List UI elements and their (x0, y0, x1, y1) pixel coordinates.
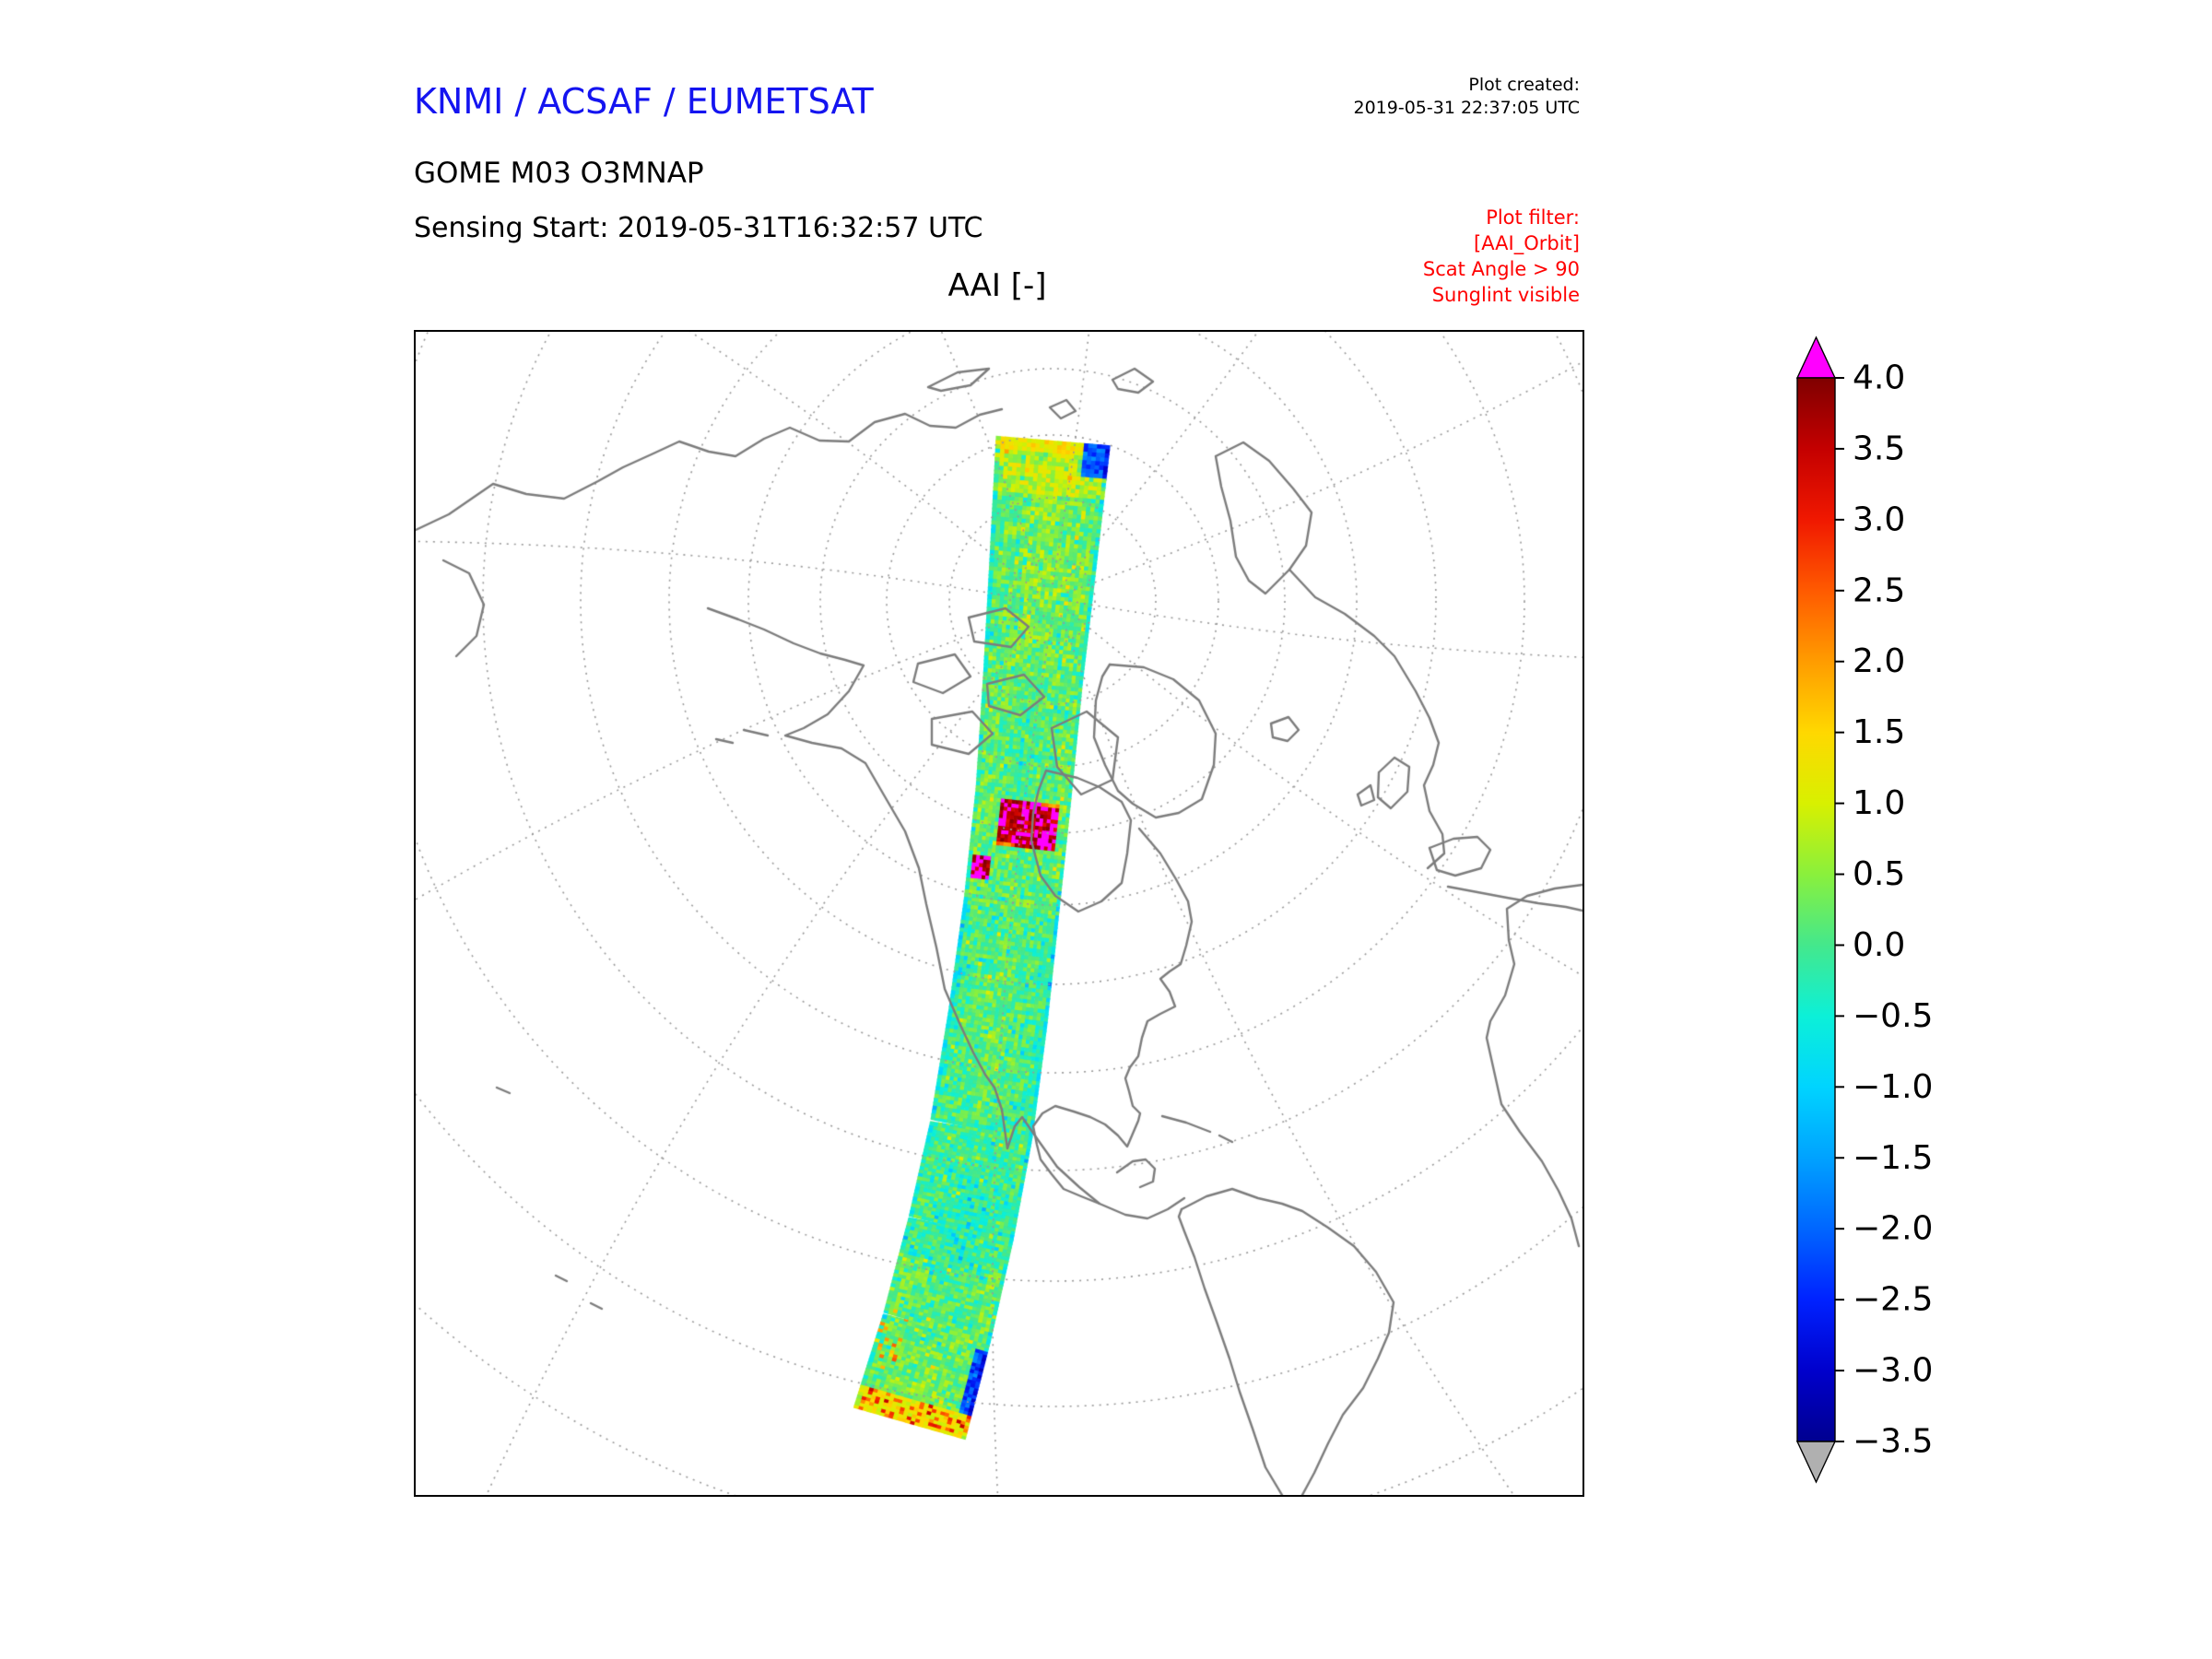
colorbar-tick-label: 2.0 (1853, 642, 1905, 680)
plot-filter-line: [AAI_Orbit] (1474, 232, 1580, 254)
plot-created-label: Plot created: (1468, 75, 1580, 95)
colorbar-tick-label: 1.0 (1853, 784, 1905, 822)
colorbar-tick-label: 2.5 (1853, 571, 1905, 609)
colorbar-tick-label: −2.0 (1853, 1210, 1933, 1248)
colorbar-tick-label: −3.0 (1853, 1352, 1933, 1390)
colorbar-under-arrow (1795, 1441, 1837, 1484)
plot-created-value: 2019-05-31 22:37:05 UTC (1353, 98, 1581, 118)
map-canvas (416, 332, 1583, 1495)
plot-filter-line: Sunglint visible (1431, 284, 1580, 306)
sensing-start: Sensing Start: 2019-05-31T16:32:57 UTC (414, 212, 983, 244)
colorbar-tick-label: 3.0 (1853, 500, 1905, 538)
colorbar-tick-label: 0.5 (1853, 855, 1905, 893)
colorbar-tick-label: −1.5 (1853, 1139, 1933, 1177)
colorbar: 4.0 3.5 3.0 2.5 2.0 1.5 1.0 0.5 0.0 −0.5 −1.0 −1.5 −… (1788, 332, 2101, 1539)
colorbar-tick-label: −3.5 (1853, 1423, 1933, 1461)
colorbar-tick-label: −1.0 (1853, 1068, 1933, 1106)
colorbar-tick-label: −0.5 (1853, 997, 1933, 1035)
map-title: AAI [-] (947, 267, 1047, 304)
plot-created: Plot created: 2019-05-31 22:37:05 UTC (1354, 74, 1581, 120)
plot-filter-line: Plot filter: (1486, 206, 1580, 229)
colorbar-over-arrow (1795, 335, 1837, 379)
product-title: GOME M03 O3MNAP (414, 157, 704, 190)
colorbar-tick-label: 1.5 (1853, 713, 1905, 751)
colorbar-tick-label: 0.0 (1853, 926, 1905, 964)
colorbar-tick-label: 4.0 (1853, 359, 1905, 397)
plot-filter-note: Plot filter: [AAI_Orbit] Scat Angle > 90 Su… (1423, 205, 1580, 308)
colorbar-tick-label: 3.5 (1853, 429, 1905, 467)
colorbar-gradient-bar (1796, 377, 1836, 1442)
map-frame (414, 330, 1584, 1497)
brand-title: KNMI / ACSAF / EUMETSAT (414, 81, 874, 122)
colorbar-svg: 4.0 3.5 3.0 2.5 2.0 1.5 1.0 0.5 0.0 −0.5 −1.0 −1.5 −… (1795, 335, 1933, 1484)
colorbar-tick-label: −2.5 (1853, 1281, 1933, 1319)
plot-filter-line: Scat Angle > 90 (1422, 258, 1580, 280)
